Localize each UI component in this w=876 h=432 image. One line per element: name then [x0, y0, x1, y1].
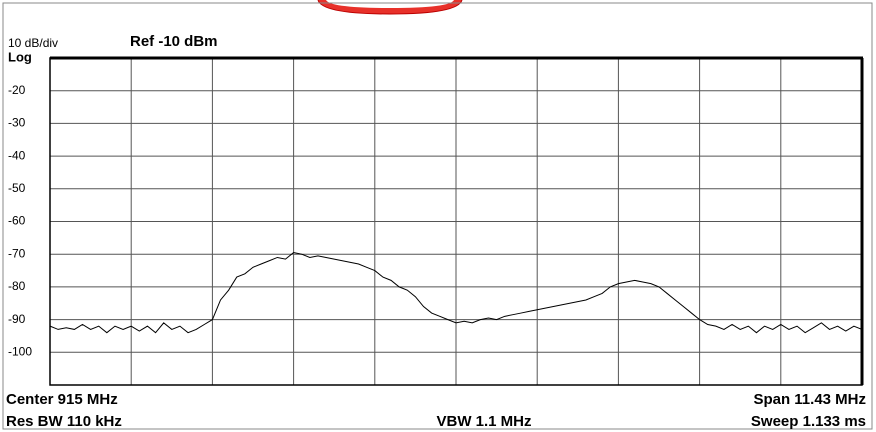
scale-type: Log	[8, 49, 32, 64]
sweep-time: Sweep 1.133 ms	[751, 413, 866, 430]
red-tab-inner	[326, 0, 454, 8]
plot: -20 -30 -40 -50 -60 -70 -80 -90 -100	[8, 56, 864, 386]
y-tick-label: -30	[8, 116, 26, 130]
y-tick-label: -50	[8, 181, 26, 195]
center-frequency: Center 915 MHz	[6, 391, 118, 408]
reference-level: Ref -10 dBm	[130, 33, 218, 50]
y-tick-label: -70	[8, 246, 26, 260]
scale-label: 10 dB/div	[8, 36, 58, 50]
y-tick-label: -80	[8, 279, 26, 293]
y-tick-label: -40	[8, 148, 26, 162]
span: Span 11.43 MHz	[753, 391, 866, 408]
y-tick-label: -60	[8, 214, 26, 228]
y-tick-label: -20	[8, 83, 26, 97]
trace	[49, 252, 863, 334]
y-tick-label: -100	[8, 344, 32, 358]
y-tick-label: -90	[8, 312, 26, 326]
resolution-bandwidth: Res BW 110 kHz	[6, 413, 122, 430]
video-bandwidth: VBW 1.1 MHz	[436, 413, 531, 430]
